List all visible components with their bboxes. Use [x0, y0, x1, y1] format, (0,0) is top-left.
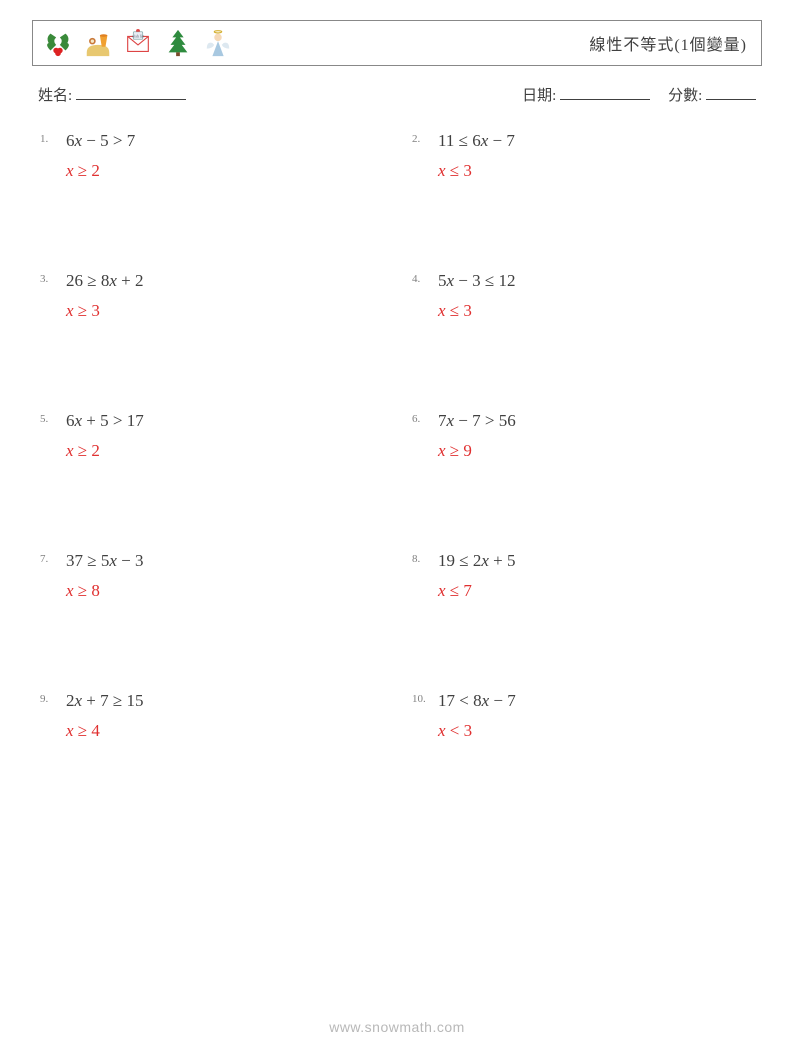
- problem-equation: 5x − 3 ≤ 12: [438, 271, 754, 291]
- tree-icon: [163, 28, 193, 58]
- problem: 2.11 ≤ 6x − 7 x ≤ 3: [412, 131, 754, 181]
- worksheet-title: 線性不等式(1個變量): [589, 31, 747, 55]
- problem-answer: x ≥ 2: [66, 441, 382, 461]
- name-underline: [76, 85, 186, 100]
- problems-grid: 1.6x − 5 > 7 x ≥ 2 2.11 ≤ 6x − 7 x ≤ 3 3.26 …: [32, 131, 762, 741]
- name-field: 姓名:: [38, 84, 522, 105]
- score-field: 分數:: [668, 84, 756, 105]
- sand-bucket-icon: [83, 28, 113, 58]
- score-underline: [706, 85, 756, 100]
- problem-answer: x ≥ 8: [66, 581, 382, 601]
- problem-equation: 6x − 5 > 7: [66, 131, 382, 151]
- problem-body: 17 < 8x − 7 x < 3: [438, 691, 754, 741]
- problem-equation: 11 ≤ 6x − 7: [438, 131, 754, 151]
- meta-row: 姓名: 日期: 分數:: [32, 84, 762, 105]
- problem-number: 8.: [412, 551, 438, 565]
- date-field: 日期:: [522, 84, 650, 105]
- problem: 7.37 ≥ 5x − 3 x ≥ 8: [40, 551, 382, 601]
- problem: 5.6x + 5 > 17 x ≥ 2: [40, 411, 382, 461]
- problem-equation: 7x − 7 > 56: [438, 411, 754, 431]
- problem: 1.6x − 5 > 7 x ≥ 2: [40, 131, 382, 181]
- name-label: 姓名:: [38, 88, 72, 104]
- problem-number: 5.: [40, 411, 66, 425]
- problem: 3.26 ≥ 8x + 2 x ≥ 3: [40, 271, 382, 321]
- problem-answer: x ≥ 2: [66, 161, 382, 181]
- problem-number: 1.: [40, 131, 66, 145]
- problem-answer: x ≤ 3: [438, 301, 754, 321]
- problem-number: 7.: [40, 551, 66, 565]
- header-box: wish list 線性不等式(1個變量): [32, 20, 762, 66]
- problem-number: 2.: [412, 131, 438, 145]
- problem-body: 7x − 7 > 56 x ≥ 9: [438, 411, 754, 461]
- problem: 8.19 ≤ 2x + 5 x ≤ 7: [412, 551, 754, 601]
- problem-body: 2x + 7 ≥ 15 x ≥ 4: [66, 691, 382, 741]
- score-label: 分數:: [668, 88, 702, 104]
- problem-body: 5x − 3 ≤ 12 x ≤ 3: [438, 271, 754, 321]
- problem-number: 4.: [412, 271, 438, 285]
- problem-number: 3.: [40, 271, 66, 285]
- problem-number: 6.: [412, 411, 438, 425]
- problem-answer: x ≤ 7: [438, 581, 754, 601]
- problem: 9.2x + 7 ≥ 15 x ≥ 4: [40, 691, 382, 741]
- problem-number: 10.: [412, 691, 438, 705]
- problem-equation: 2x + 7 ≥ 15: [66, 691, 382, 711]
- worksheet-page: wish list 線性不等式(1個變量) 姓名:: [0, 0, 794, 741]
- footer-url: www.snowmath.com: [0, 1019, 794, 1035]
- problem-equation: 26 ≥ 8x + 2: [66, 271, 382, 291]
- problem-body: 26 ≥ 8x + 2 x ≥ 3: [66, 271, 382, 321]
- problem: 6.7x − 7 > 56 x ≥ 9: [412, 411, 754, 461]
- problem-answer: x ≥ 3: [66, 301, 382, 321]
- holly-icon: [43, 28, 73, 58]
- angel-icon: [203, 28, 233, 58]
- letter-icon: wish list: [123, 28, 153, 58]
- problem-answer: x ≥ 4: [66, 721, 382, 741]
- problem-body: 6x + 5 > 17 x ≥ 2: [66, 411, 382, 461]
- problem-body: 11 ≤ 6x − 7 x ≤ 3: [438, 131, 754, 181]
- problem-body: 6x − 5 > 7 x ≥ 2: [66, 131, 382, 181]
- problem-equation: 17 < 8x − 7: [438, 691, 754, 711]
- problem-answer: x < 3: [438, 721, 754, 741]
- problem: 4.5x − 3 ≤ 12 x ≤ 3: [412, 271, 754, 321]
- date-label: 日期:: [522, 88, 556, 104]
- problem-body: 19 ≤ 2x + 5 x ≤ 7: [438, 551, 754, 601]
- problem-number: 9.: [40, 691, 66, 705]
- problem-equation: 37 ≥ 5x − 3: [66, 551, 382, 571]
- problem-answer: x ≤ 3: [438, 161, 754, 181]
- date-underline: [560, 85, 650, 100]
- problem-equation: 19 ≤ 2x + 5: [438, 551, 754, 571]
- problem-equation: 6x + 5 > 17: [66, 411, 382, 431]
- problem: 10.17 < 8x − 7 x < 3: [412, 691, 754, 741]
- header-icons: wish list: [43, 28, 233, 58]
- problem-answer: x ≥ 9: [438, 441, 754, 461]
- svg-text:wish list: wish list: [132, 34, 146, 38]
- problem-body: 37 ≥ 5x − 3 x ≥ 8: [66, 551, 382, 601]
